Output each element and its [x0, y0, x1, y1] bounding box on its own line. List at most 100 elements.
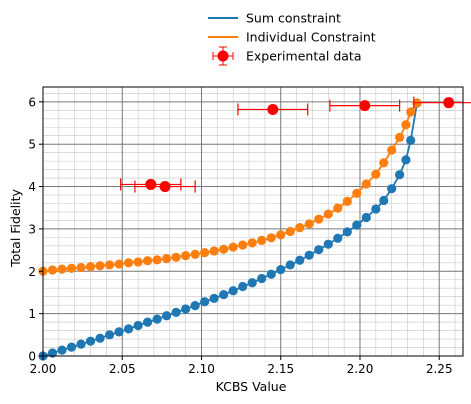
series-1-point	[143, 256, 153, 266]
series-1-point	[95, 261, 105, 271]
series-1-point	[85, 262, 96, 272]
series-1-point	[295, 223, 305, 233]
series-1-point	[395, 132, 405, 143]
y-tick-label: 5	[28, 138, 36, 152]
series-layer	[38, 98, 422, 361]
experimental-point	[134, 180, 196, 193]
series-0-point	[104, 330, 115, 340]
series-1-point	[314, 214, 324, 224]
series-1-point	[200, 248, 210, 258]
minor-grid	[42, 87, 463, 357]
series-0-point	[238, 281, 248, 292]
y-tick-label: 3	[28, 222, 36, 236]
series-0-point	[200, 297, 210, 307]
series-0-point	[219, 289, 229, 300]
series-1-point	[352, 188, 362, 198]
series-0-point	[406, 135, 416, 145]
experimental-marker	[159, 181, 171, 193]
legend-label-sum: Sum constraint	[246, 11, 341, 26]
series-1-point	[406, 107, 416, 117]
series-1-point	[181, 251, 191, 261]
series-0-point	[143, 317, 153, 327]
y-tick-label: 2	[28, 265, 36, 279]
series-0-point	[152, 314, 162, 324]
series-1-point	[257, 235, 267, 245]
series-1-point	[47, 265, 58, 275]
series-1-point	[304, 219, 314, 229]
series-0-point	[352, 220, 362, 230]
legend-marker-experimental	[212, 46, 234, 66]
series-0-point	[342, 227, 352, 237]
series-0-point	[371, 204, 381, 214]
series-0-point	[361, 212, 371, 223]
y-axis-label: Total Fidelity	[8, 189, 23, 268]
legend: Sum constraint Individual Constraint Exp…	[208, 11, 376, 66]
series-1-point	[66, 263, 77, 273]
series-1-point	[361, 179, 371, 189]
experimental-marker	[267, 103, 279, 115]
series-0-point	[85, 336, 96, 346]
series-0-point	[333, 233, 343, 243]
tick-layer: 2.00 2.05 2.10 2.15 2.20 2.25 0 1 2 3 4 5 6	[28, 95, 452, 376]
y-tick-label: 6	[28, 95, 36, 109]
experimental-marker	[443, 97, 455, 109]
series-1-point	[228, 242, 238, 252]
series-0-point	[228, 286, 238, 296]
legend-label-experimental: Experimental data	[246, 49, 362, 64]
series-1-point	[323, 209, 333, 219]
x-tick-label: 2.10	[188, 362, 215, 376]
experimental-data-layer	[120, 96, 471, 193]
series-0-point	[395, 170, 405, 180]
experimental-point	[413, 96, 471, 109]
series-1-point	[123, 258, 134, 268]
x-tick-label: 2.00	[30, 362, 57, 376]
series-1-point	[266, 233, 276, 243]
series-1-point	[209, 246, 219, 256]
experimental-point	[237, 103, 309, 116]
series-0-point	[209, 293, 219, 303]
series-1-point	[285, 226, 295, 237]
experimental-marker	[145, 178, 157, 190]
series-0-point	[76, 339, 86, 349]
series-1-point	[114, 259, 124, 269]
series-1-point	[238, 240, 248, 250]
series-0-point	[304, 250, 314, 260]
series-line-0	[42, 102, 418, 357]
series-0-point	[47, 348, 58, 358]
series-1-point	[371, 169, 381, 179]
series-0-point	[295, 255, 305, 265]
series-1-point	[57, 264, 67, 274]
series-1-point	[152, 255, 162, 265]
plot-frame	[42, 86, 464, 357]
series-1-point	[219, 244, 229, 254]
series-0-point	[247, 278, 257, 288]
series-1-point	[162, 253, 172, 264]
series-0-point	[314, 245, 324, 255]
series-0-point	[190, 300, 200, 311]
series-0-point	[95, 333, 105, 343]
series-1-point	[133, 257, 143, 267]
series-0-point	[387, 184, 397, 194]
series-1-point	[401, 120, 411, 130]
series-0-point	[66, 342, 77, 352]
experimental-marker	[359, 100, 371, 112]
series-1-point	[76, 262, 86, 273]
series-1-point	[342, 196, 352, 206]
experimental-point	[329, 99, 401, 112]
series-1-point	[171, 252, 181, 262]
series-0-point	[401, 155, 411, 165]
x-tick-label: 2.15	[267, 362, 294, 376]
series-0-point	[379, 195, 389, 206]
series-1-point	[104, 260, 115, 270]
x-tick-label: 2.25	[426, 362, 453, 376]
experimental-point	[120, 178, 182, 191]
series-0-point	[162, 311, 172, 321]
series-0-point	[114, 327, 124, 337]
x-tick-label: 2.05	[109, 362, 136, 376]
x-tick-label: 2.20	[347, 362, 374, 376]
series-1-point	[387, 145, 397, 155]
series-1-point	[190, 249, 200, 259]
series-0-point	[266, 269, 276, 279]
series-0-point	[181, 304, 191, 314]
